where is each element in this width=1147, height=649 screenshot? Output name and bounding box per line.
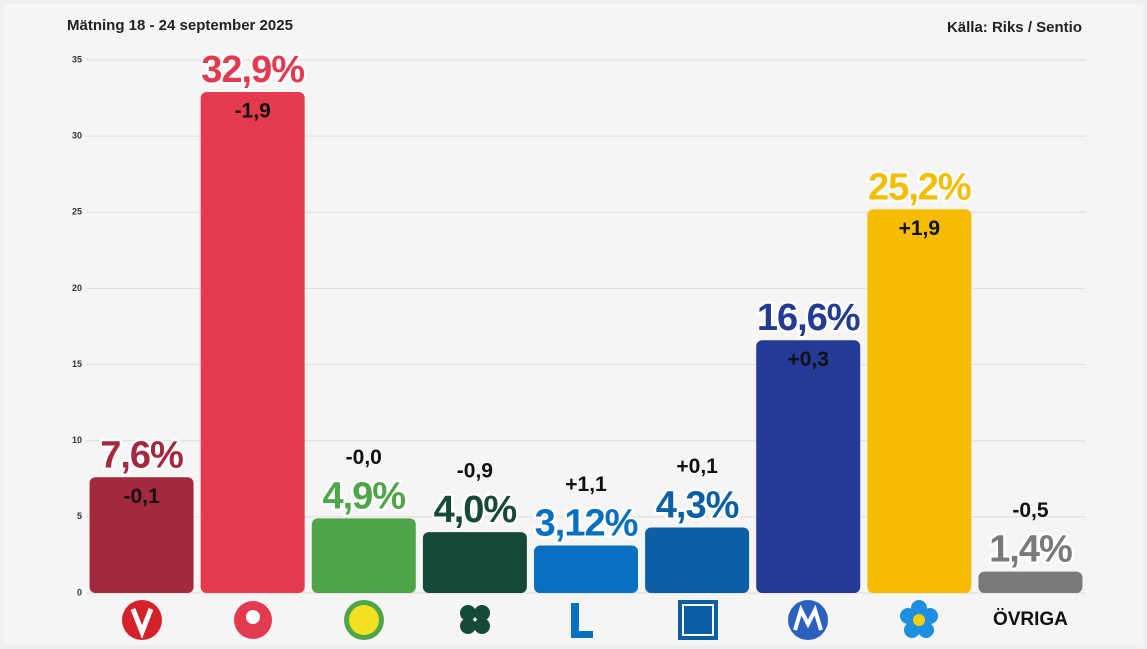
bar	[422, 532, 527, 593]
bar	[756, 340, 861, 593]
value-label: 32,9%	[201, 49, 304, 91]
icon-m-shape	[793, 604, 823, 631]
value-label: 3,12%	[535, 503, 638, 545]
y-tick-label: 15	[72, 359, 82, 369]
icon-v-shape	[130, 608, 154, 639]
bar	[867, 209, 972, 594]
y-tick-label: 35	[72, 54, 82, 64]
value-label: 16,6%	[757, 297, 860, 339]
value-label: 4,3%	[656, 485, 739, 527]
change-label: -0,9	[457, 460, 493, 483]
icon-kd-frame	[682, 604, 714, 636]
y-tick-label: 0	[77, 587, 82, 597]
y-tick-label: 20	[72, 283, 82, 293]
change-label: +1,1	[565, 473, 607, 496]
y-tick-label: 25	[72, 207, 82, 217]
change-label: -0,1	[123, 485, 160, 508]
value-label: 1,4%	[989, 529, 1072, 571]
value-label: 4,0%	[434, 489, 517, 531]
value-label: 4,9%	[322, 475, 405, 517]
value-label: 7,6%	[100, 434, 183, 476]
change-label: -1,9	[235, 100, 271, 123]
bar	[645, 527, 750, 593]
icon-sd	[900, 600, 938, 638]
icon-mp-inner	[349, 605, 379, 635]
value-label: 25,2%	[868, 166, 971, 208]
change-label: -0,5	[1012, 499, 1049, 522]
bar	[978, 571, 1083, 593]
icon-l	[571, 603, 593, 638]
bar	[534, 545, 638, 593]
change-label: -0,0	[346, 446, 382, 469]
y-tick-label: 30	[72, 131, 82, 141]
x-tick-label: ÖVRIGA	[993, 609, 1068, 630]
icon-c	[460, 605, 490, 634]
icon-kd	[678, 600, 718, 640]
icon-s-rose	[246, 610, 260, 624]
change-label: +1,9	[899, 217, 940, 240]
source: Källa: Riks / Sentio	[947, 19, 1082, 36]
bar	[311, 518, 416, 593]
party-icons	[122, 600, 938, 640]
bar	[200, 91, 305, 593]
chart-title: Mätning 18 - 24 september 2025	[67, 17, 293, 34]
y-tick-label: 10	[72, 435, 82, 445]
change-label: +0,1	[676, 455, 718, 478]
change-label: +0,3	[787, 348, 828, 371]
y-tick-label: 5	[77, 511, 82, 521]
bar	[89, 477, 194, 593]
